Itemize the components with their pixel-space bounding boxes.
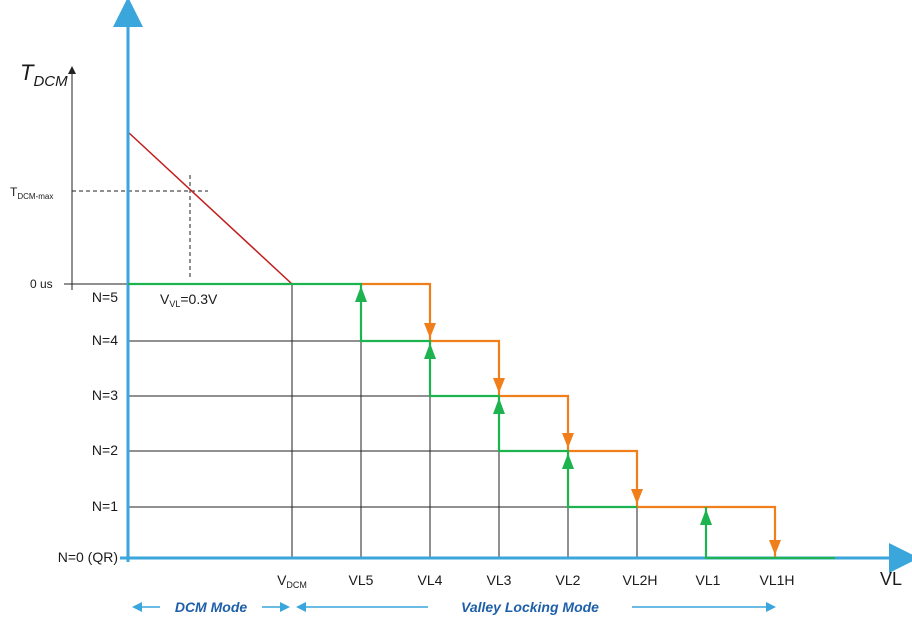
vvl-label: VVL=0.3V	[160, 291, 218, 309]
valley-arrow-left	[296, 602, 306, 612]
level-grid-lines	[128, 340, 775, 508]
green-arrow-up	[355, 286, 367, 302]
orange-arrow-down	[562, 433, 574, 448]
level-label-n5: N=5	[92, 289, 118, 305]
decreasing-path	[361, 282, 777, 558]
green-arrow-up	[562, 453, 574, 469]
orange-arrow-down	[424, 323, 436, 338]
green-arrowheads	[355, 286, 712, 525]
zero-us-label: 0 us	[30, 277, 53, 291]
green-arrow-up	[424, 343, 436, 359]
dcm-arrow-right	[280, 602, 290, 612]
tdcm-max-label: TDCM-max	[10, 185, 53, 201]
x-tick-vl4: VL4	[418, 572, 443, 588]
increasing-path	[128, 282, 637, 509]
vertical-guides	[291, 284, 638, 558]
level-label-n0: N=0 (QR)	[58, 549, 118, 565]
mode-spans	[132, 602, 776, 612]
y-axis-title: TDCM	[20, 60, 68, 90]
orange-arrow-down	[631, 489, 643, 504]
x-tick-vdcm: VDCM	[277, 572, 307, 590]
valley-mode-label: Valley Locking Mode	[461, 599, 599, 615]
level-label-n3: N=3	[92, 387, 118, 403]
level-label-n2: N=2	[92, 442, 118, 458]
dcm-arrow-left	[132, 602, 142, 612]
x-tick-vl1h: VL1H	[759, 572, 794, 588]
orange-arrow-down	[769, 540, 781, 555]
green-arrow-up	[493, 398, 505, 414]
orange-arrow-down	[493, 378, 505, 393]
x-axis-title: VL	[880, 569, 902, 589]
valley-arrow-right	[766, 602, 776, 612]
orange-arrowheads	[424, 323, 781, 555]
level-label-n1: N=1	[92, 498, 118, 514]
x-tick-vl3: VL3	[487, 572, 512, 588]
increasing-path-final	[704, 507, 835, 560]
level-label-n4: N=4	[92, 332, 118, 348]
x-tick-vl5: VL5	[349, 572, 374, 588]
green-arrow-up	[700, 509, 712, 525]
x-tick-vl2h: VL2H	[622, 572, 657, 588]
tdcm-red-line	[127, 131, 293, 285]
dcm-mode-label: DCM Mode	[175, 599, 248, 615]
x-tick-vl2: VL2	[556, 572, 581, 588]
x-tick-vl1: VL1	[696, 572, 721, 588]
